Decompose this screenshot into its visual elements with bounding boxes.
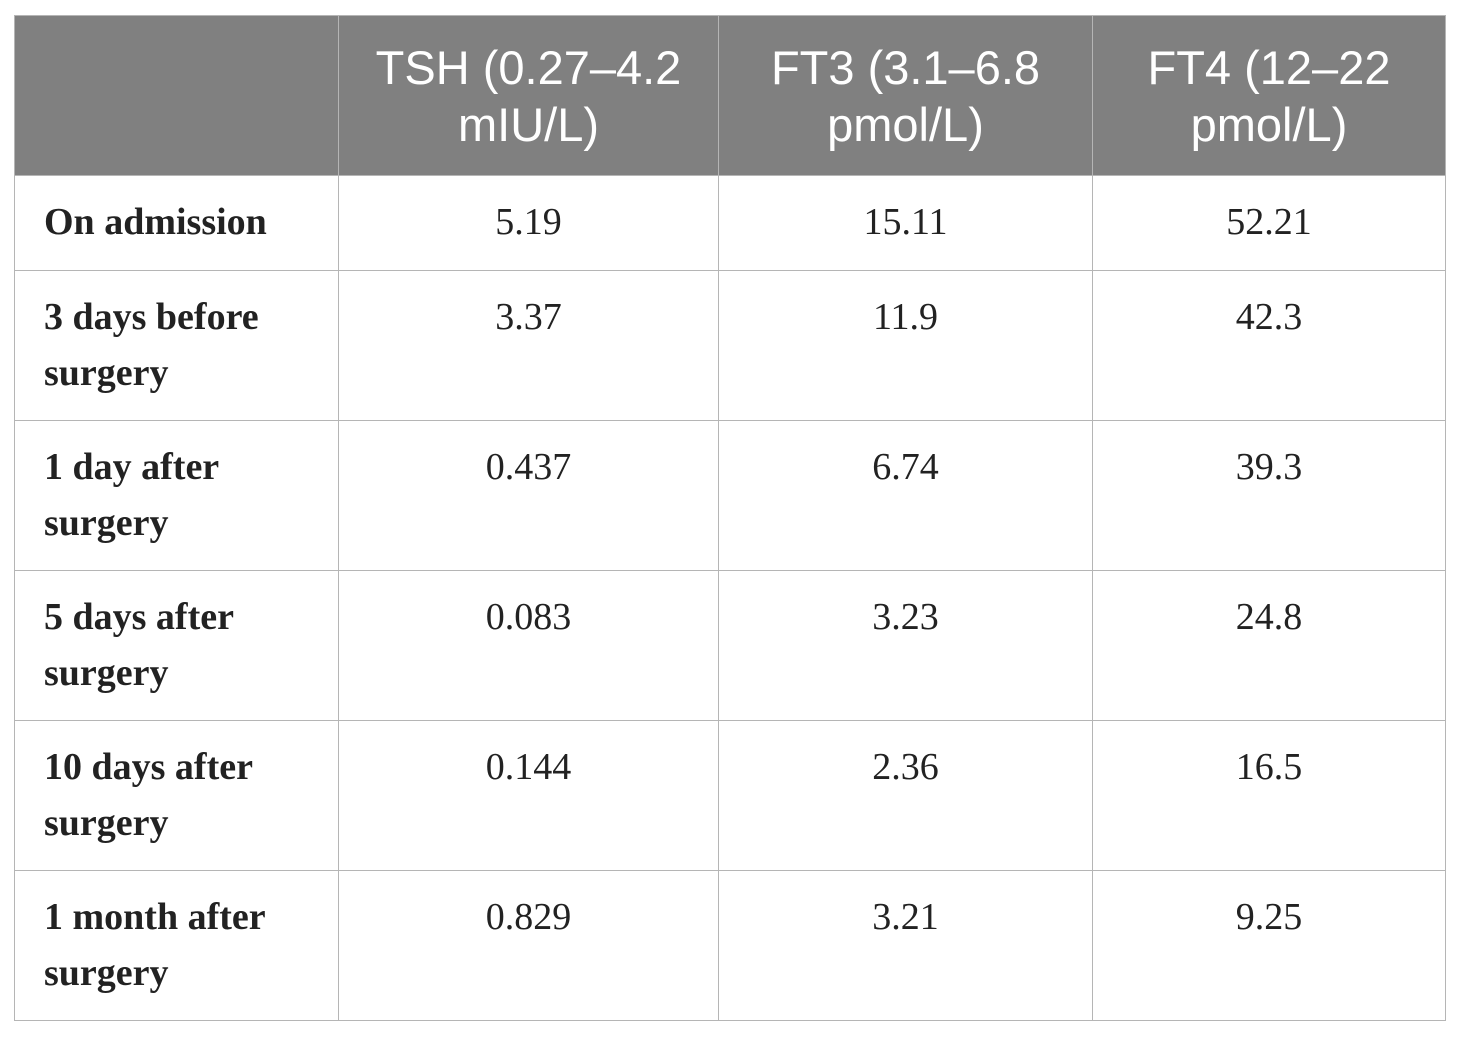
tsh-value: 0.083 (338, 570, 719, 721)
row-label: 3 days before surgery (14, 270, 339, 421)
header-row: TSH (0.27–4.2 mIU/L) FT3 (3.1–6.8 pmol/L… (14, 15, 1446, 176)
row-label: 1 month after surgery (14, 870, 339, 1021)
row-label: On admission (14, 175, 339, 271)
ft3-value: 15.11 (718, 175, 1093, 271)
ft4-value: 42.3 (1092, 270, 1446, 421)
ft3-value: 3.21 (718, 870, 1093, 1021)
header-cell-ft3: FT3 (3.1–6.8 pmol/L) (718, 15, 1093, 176)
header-cell-empty (14, 15, 339, 176)
header-cell-ft4: FT4 (12–22 pmol/L) (1092, 15, 1446, 176)
table-row: On admission 5.19 15.11 52.21 (14, 175, 1446, 271)
tsh-value: 0.437 (338, 420, 719, 571)
ft3-value: 11.9 (718, 270, 1093, 421)
row-label: 10 days after surgery (14, 720, 339, 871)
table-header: TSH (0.27–4.2 mIU/L) FT3 (3.1–6.8 pmol/L… (14, 15, 1446, 176)
ft4-value: 39.3 (1092, 420, 1446, 571)
tsh-value: 0.829 (338, 870, 719, 1021)
ft4-value: 16.5 (1092, 720, 1446, 871)
ft4-value: 52.21 (1092, 175, 1446, 271)
table-body: On admission 5.19 15.11 52.21 3 days bef… (14, 175, 1446, 1021)
ft3-value: 6.74 (718, 420, 1093, 571)
table-row: 10 days after surgery 0.144 2.36 16.5 (14, 720, 1446, 871)
table-row: 3 days before surgery 3.37 11.9 42.3 (14, 270, 1446, 421)
ft4-value: 24.8 (1092, 570, 1446, 721)
table-row: 1 month after surgery 0.829 3.21 9.25 (14, 870, 1446, 1021)
tsh-value: 5.19 (338, 175, 719, 271)
row-label: 5 days after surgery (14, 570, 339, 721)
tsh-value: 3.37 (338, 270, 719, 421)
table-row: 5 days after surgery 0.083 3.23 24.8 (14, 570, 1446, 721)
ft3-value: 2.36 (718, 720, 1093, 871)
ft4-value: 9.25 (1092, 870, 1446, 1021)
row-label: 1 day after surgery (14, 420, 339, 571)
tsh-value: 0.144 (338, 720, 719, 871)
thyroid-function-table: TSH (0.27–4.2 mIU/L) FT3 (3.1–6.8 pmol/L… (14, 15, 1446, 1021)
ft3-value: 3.23 (718, 570, 1093, 721)
header-cell-tsh: TSH (0.27–4.2 mIU/L) (338, 15, 719, 176)
table-row: 1 day after surgery 0.437 6.74 39.3 (14, 420, 1446, 571)
